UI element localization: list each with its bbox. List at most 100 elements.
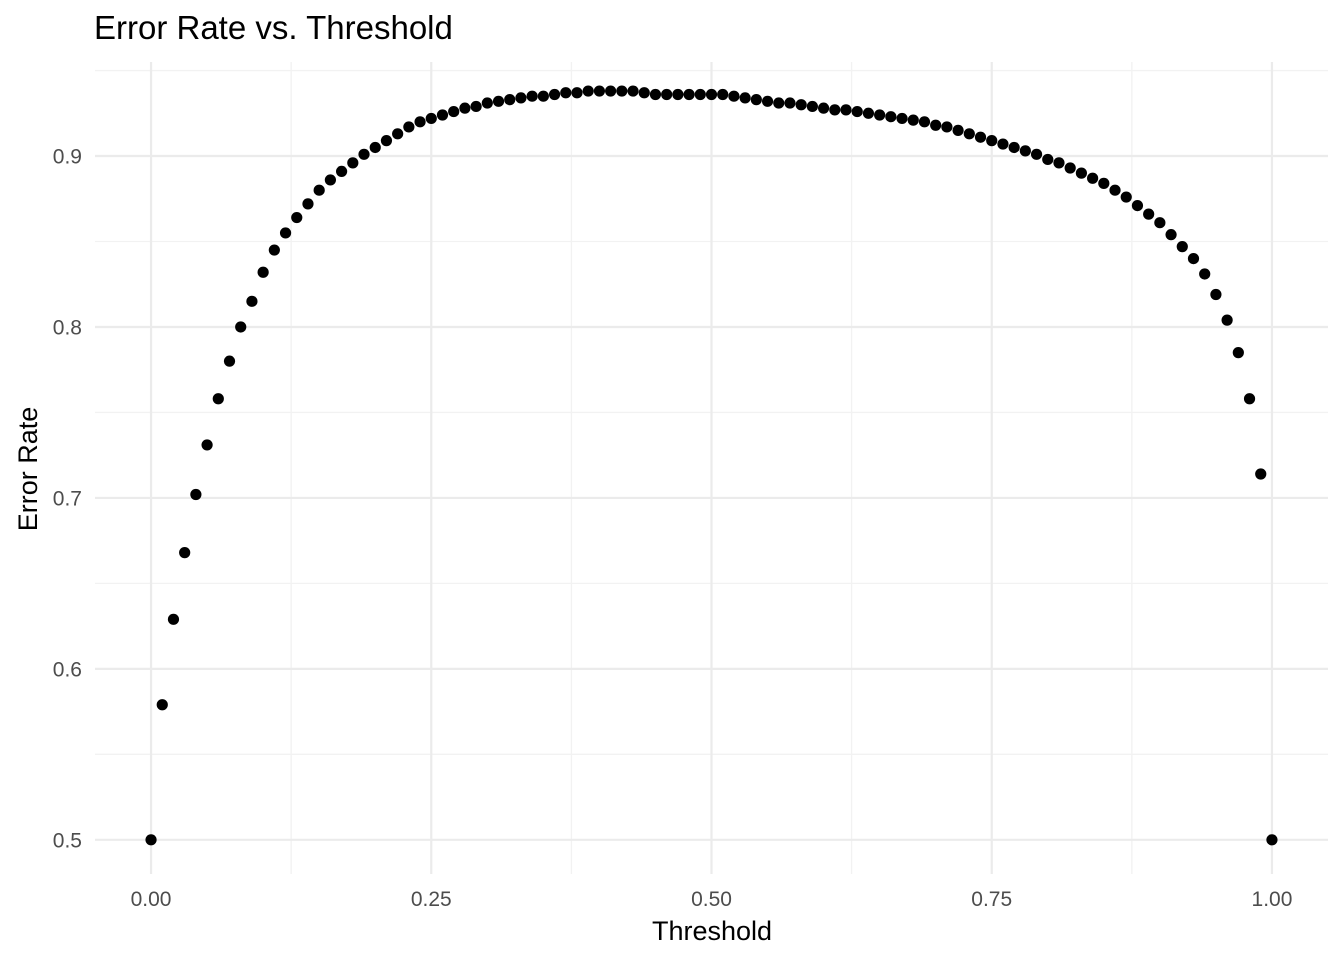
data-point bbox=[717, 88, 729, 101]
data-point bbox=[661, 88, 673, 101]
data-point bbox=[1042, 153, 1054, 166]
data-point bbox=[1176, 241, 1188, 253]
data-point bbox=[403, 121, 415, 133]
data-point bbox=[806, 100, 818, 113]
x-tick-label: 0.50 bbox=[691, 888, 732, 911]
data-point bbox=[470, 100, 482, 113]
data-point bbox=[1210, 288, 1222, 301]
data-point bbox=[761, 95, 774, 107]
data-point bbox=[1232, 347, 1244, 359]
data-point bbox=[907, 114, 919, 126]
data-point bbox=[537, 90, 549, 102]
data-point bbox=[1075, 167, 1087, 179]
data-point bbox=[414, 116, 426, 128]
data-point bbox=[918, 116, 931, 128]
x-axis-ticks: 0.00 0.25 0.50 0.75 1.00 bbox=[131, 888, 1293, 911]
data-point bbox=[1255, 468, 1267, 480]
data-point bbox=[1087, 172, 1099, 184]
data-point bbox=[582, 85, 594, 97]
data-point bbox=[728, 90, 740, 102]
y-tick-label: 0.8 bbox=[53, 316, 82, 339]
data-point bbox=[504, 94, 516, 106]
data-point bbox=[526, 90, 538, 102]
data-point bbox=[347, 157, 359, 169]
data-point bbox=[380, 135, 393, 147]
data-point bbox=[257, 266, 269, 278]
data-point bbox=[1154, 217, 1166, 229]
data-point bbox=[1165, 229, 1177, 241]
data-point bbox=[212, 393, 224, 405]
data-point bbox=[605, 85, 617, 97]
data-point bbox=[167, 613, 180, 625]
data-point bbox=[1120, 191, 1132, 203]
data-point bbox=[448, 105, 460, 118]
y-axis-title: Error Rate bbox=[13, 407, 43, 532]
data-point bbox=[683, 88, 695, 101]
data-point bbox=[974, 131, 987, 143]
data-point bbox=[548, 88, 561, 101]
data-point bbox=[750, 94, 762, 106]
data-point bbox=[571, 87, 583, 99]
y-tick-label: 0.6 bbox=[53, 658, 82, 681]
y-tick-label: 0.7 bbox=[53, 487, 82, 510]
x-tick-label: 0.75 bbox=[971, 888, 1012, 911]
data-point bbox=[1109, 184, 1121, 196]
data-point bbox=[997, 138, 1009, 150]
data-point bbox=[1064, 162, 1076, 174]
data-point bbox=[291, 211, 303, 224]
data-point bbox=[851, 105, 863, 118]
grid bbox=[95, 62, 1328, 874]
data-point bbox=[896, 112, 908, 125]
x-tick-label: 0.00 bbox=[131, 888, 172, 911]
data-point bbox=[436, 109, 449, 121]
data-point bbox=[560, 87, 572, 99]
x-axis-title: Threshold bbox=[652, 916, 772, 946]
data-point bbox=[358, 148, 370, 160]
x-tick-label: 0.25 bbox=[411, 888, 452, 911]
data-point bbox=[223, 355, 236, 367]
data-point bbox=[268, 244, 280, 256]
data-point bbox=[246, 295, 258, 307]
data-point bbox=[1187, 252, 1200, 265]
data-point bbox=[369, 141, 381, 154]
data-point bbox=[1030, 148, 1043, 160]
data-point bbox=[313, 184, 325, 196]
data-point bbox=[179, 547, 191, 559]
data-point bbox=[986, 135, 998, 147]
data-points bbox=[145, 85, 1278, 846]
data-point bbox=[1221, 314, 1233, 326]
data-point bbox=[784, 97, 796, 109]
y-tick-label: 0.9 bbox=[53, 146, 82, 169]
y-axis-ticks: 0.5 0.6 0.7 0.8 0.9 bbox=[53, 146, 82, 853]
data-point bbox=[829, 104, 841, 116]
data-point bbox=[336, 165, 348, 178]
data-point bbox=[1053, 157, 1065, 169]
data-point bbox=[1131, 199, 1144, 212]
chart-title: Error Rate vs. Threshold bbox=[94, 9, 453, 46]
data-point bbox=[649, 88, 662, 101]
data-point bbox=[862, 107, 875, 119]
data-point bbox=[425, 112, 437, 125]
data-point bbox=[392, 128, 404, 140]
data-point bbox=[481, 97, 493, 109]
y-tick-label: 0.5 bbox=[53, 829, 82, 852]
data-point bbox=[1019, 145, 1031, 157]
data-point bbox=[156, 699, 168, 711]
data-point bbox=[593, 85, 606, 97]
data-point bbox=[941, 121, 953, 133]
data-point bbox=[492, 95, 505, 107]
data-point bbox=[145, 834, 157, 846]
data-point bbox=[627, 85, 639, 97]
data-point bbox=[616, 85, 628, 97]
data-point bbox=[1266, 834, 1278, 846]
data-point bbox=[1008, 141, 1020, 154]
data-point bbox=[279, 227, 292, 239]
data-point bbox=[190, 488, 202, 501]
data-point bbox=[963, 128, 975, 140]
data-point bbox=[773, 97, 785, 109]
data-point bbox=[1243, 393, 1256, 405]
data-point bbox=[459, 102, 471, 114]
data-point bbox=[1143, 208, 1155, 220]
data-point bbox=[952, 124, 964, 136]
